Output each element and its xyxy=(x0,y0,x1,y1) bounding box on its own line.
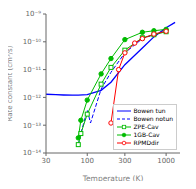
svg-text:10⁻¹²: 10⁻¹² xyxy=(23,94,41,102)
svg-text:Rate constant (cm³/s): Rate constant (cm³/s) xyxy=(8,45,14,121)
svg-text:Temperature (K): Temperature (K) xyxy=(82,174,144,181)
svg-text:1000: 1000 xyxy=(157,157,175,165)
svg-text:10⁻¹⁰: 10⁻¹⁰ xyxy=(23,38,41,46)
html-text:Bowen tun: Bowen tun xyxy=(133,107,166,114)
html-text:ZPE-Cav: ZPE-Cav xyxy=(133,123,159,130)
svg-text:10⁻¹⁴: 10⁻¹⁴ xyxy=(23,149,41,157)
svg-text:10⁻¹³: 10⁻¹³ xyxy=(23,122,41,130)
svg-text:100: 100 xyxy=(81,157,94,165)
svg-text:10⁻⁹: 10⁻⁹ xyxy=(26,10,42,18)
html-text:RPMDdir: RPMDdir xyxy=(133,139,159,146)
svg-text:30: 30 xyxy=(42,157,51,165)
svg-text:300: 300 xyxy=(118,157,131,165)
html-text:Bowen notun: Bowen notun xyxy=(133,115,173,122)
svg-text:10⁻¹¹: 10⁻¹¹ xyxy=(23,66,41,74)
html-text:1GB-Cav: 1GB-Cav xyxy=(133,131,160,138)
